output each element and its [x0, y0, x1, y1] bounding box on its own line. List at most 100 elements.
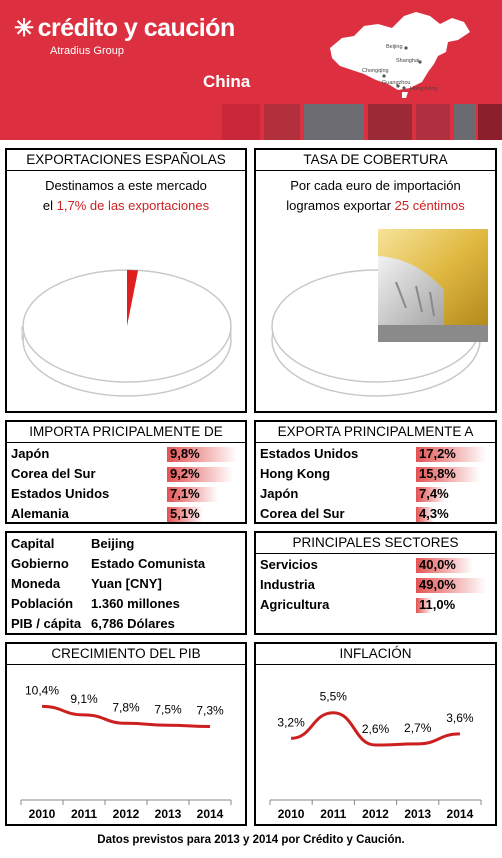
export-row-value: 15,8% — [419, 466, 456, 481]
city-label: Beijing — [386, 44, 403, 50]
import-row-value: 5,1% — [170, 506, 200, 521]
import-row-name: Japón — [11, 446, 50, 461]
sector-row-name: Industria — [260, 577, 315, 592]
import-row-name: Corea del Sur — [11, 466, 96, 481]
x-tick-label: 2013 — [155, 807, 182, 821]
sector-row-value: 11,0% — [419, 597, 456, 612]
sector-row-bar — [416, 598, 432, 613]
x-tick-label: 2011 — [71, 807, 97, 821]
import-row-name: Alemania — [11, 506, 69, 521]
gdp-chart: 10,4% 2010 9,1% 2011 7,8% 2012 7,5% 2013 7,3% 201… — [20, 683, 232, 821]
export-row-value: 4,3% — [419, 506, 449, 521]
import-row-value: 7,1% — [170, 486, 200, 501]
fact-value: 1.360 millones — [91, 596, 180, 611]
x-tick-label: 2014 — [447, 807, 474, 821]
coin-slice — [378, 229, 488, 342]
export-row-value: 17,2% — [419, 446, 456, 461]
import-row-bar — [167, 447, 237, 462]
x-tick-label: 2014 — [197, 807, 224, 821]
data-label: 7,8% — [112, 700, 140, 714]
data-label: 10,4% — [25, 683, 59, 697]
fact-value: Estado Comunista — [91, 556, 206, 571]
inflation-chart-panel: INFLACIÓN 3,2% 2010 5,5% 2011 2,6% 2012 2,7% 20… — [254, 642, 497, 826]
header-banner: ✳ crédito y caución Atradius Group China … — [0, 0, 502, 140]
exports-panel: EXPORTACIONES ESPAÑOLAS Destinamos a est… — [5, 148, 247, 413]
sectors-panel: PRINCIPALES SECTORES Servicios 40,0% Indus… — [254, 531, 497, 635]
chart-title: INFLACIÓN — [256, 644, 495, 665]
panel-title: EXPORTA PRINCIPALMENTE A — [256, 422, 495, 443]
x-tick-label: 2013 — [404, 807, 431, 821]
data-label: 9,1% — [70, 692, 98, 706]
exports-pie-slice — [127, 270, 139, 326]
export-row-name: Estados Unidos — [260, 446, 359, 461]
imports-panel: IMPORTA PRICIPALMENTE DE Japón 9,8% Corea … — [5, 420, 247, 524]
export-row-bar — [416, 487, 447, 502]
exports-share-text: 1,7% de las exportaciones — [56, 198, 210, 213]
data-label: 5,5% — [320, 690, 348, 704]
data-label: 2,7% — [404, 721, 432, 735]
data-label: 7,3% — [196, 704, 224, 718]
exports-line1: Destinamos a este mercado — [45, 178, 207, 193]
exports-line2-pre: el — [42, 198, 53, 213]
coverage-line1: Por cada euro de importación — [290, 178, 461, 193]
x-tick-label: 2010 — [29, 807, 56, 821]
import-row-value: 9,2% — [170, 466, 200, 481]
facts-panel: Capital Beijing Gobierno Estado Comunista Mo… — [5, 531, 247, 635]
exports-pie — [21, 269, 232, 397]
fact-value: Beijing — [91, 536, 135, 551]
china-map: Beijing Shanghai Chongqing Guangzhou Hon… — [318, 8, 494, 109]
fact-label: Gobierno — [11, 556, 69, 571]
fact-label: Moneda — [11, 576, 61, 591]
x-tick-label: 2012 — [362, 807, 389, 821]
data-label: 3,2% — [277, 715, 305, 729]
panel-title: IMPORTA PRICIPALMENTE DE — [7, 422, 245, 443]
export-row-name: Corea del Sur — [260, 506, 345, 521]
x-tick-label: 2012 — [113, 807, 140, 821]
coverage-line2: logramos exportar 25 céntimos — [256, 198, 495, 213]
sector-row-name: Agricultura — [260, 597, 330, 612]
decorative-blocks — [222, 104, 502, 140]
city-label: Chongqing — [362, 68, 389, 74]
city-label: Hong Kong — [410, 86, 438, 92]
export-row-name: Japón — [260, 486, 299, 501]
fact-label: Población — [11, 596, 74, 611]
import-row-name: Estados Unidos — [11, 486, 110, 501]
fact-label: PIB / cápita — [11, 616, 82, 631]
sector-row-bar — [416, 558, 474, 573]
coverage-pie — [271, 229, 488, 397]
import-row-bar — [167, 487, 218, 502]
coverage-line2-pre: logramos exportar — [286, 198, 392, 213]
brand-logo: ✳ crédito y caución — [14, 14, 236, 42]
city-label: Guangzhou — [382, 80, 411, 86]
sector-row-bar — [416, 578, 486, 593]
import-row-bar — [167, 467, 233, 482]
export-row-value: 7,4% — [419, 486, 449, 501]
fact-value: 6,786 Dólares — [91, 616, 175, 631]
fact-value: Yuan [CNY] — [91, 576, 162, 591]
country-title: China — [203, 72, 251, 91]
fact-label: Capital — [11, 536, 55, 551]
import-row-value: 9,8% — [170, 446, 200, 461]
city-label: Shanghai — [396, 58, 420, 64]
export-row-bar — [416, 507, 434, 522]
footer-note: Datos previstos para 2013 y 2014 por Cré… — [97, 834, 405, 846]
brand-subtitle: Atradius Group — [50, 45, 124, 57]
sector-row-value: 40,0% — [419, 557, 456, 572]
coverage-share-text: 25 céntimos — [394, 198, 465, 213]
inflation-chart: 3,2% 2010 5,5% 2011 2,6% 2012 2,7% 2013 3,6% 2014 — [269, 690, 482, 821]
x-tick-label: 2011 — [320, 807, 346, 821]
data-label: 2,6% — [362, 722, 390, 736]
exports-line2: el 1,7% de las exportaciones — [7, 198, 245, 213]
export-row-name: Hong Kong — [260, 466, 331, 481]
import-row-bar — [167, 507, 204, 522]
panel-title: TASA DE COBERTURA — [256, 150, 495, 171]
data-label: 3,6% — [446, 711, 474, 725]
brand-name: crédito y caución — [37, 14, 236, 42]
panel-title: EXPORTACIONES ESPAÑOLAS — [7, 150, 245, 171]
exportsto-panel: EXPORTA PRINCIPALMENTE A Estados Unidos 1… — [254, 420, 497, 524]
x-tick-label: 2010 — [278, 807, 305, 821]
export-row-bar — [416, 467, 481, 482]
data-label: 7,5% — [154, 702, 182, 716]
coverage-panel: TASA DE COBERTURA Por cada euro de impor… — [254, 148, 497, 413]
sector-row-name: Servicios — [260, 557, 318, 572]
